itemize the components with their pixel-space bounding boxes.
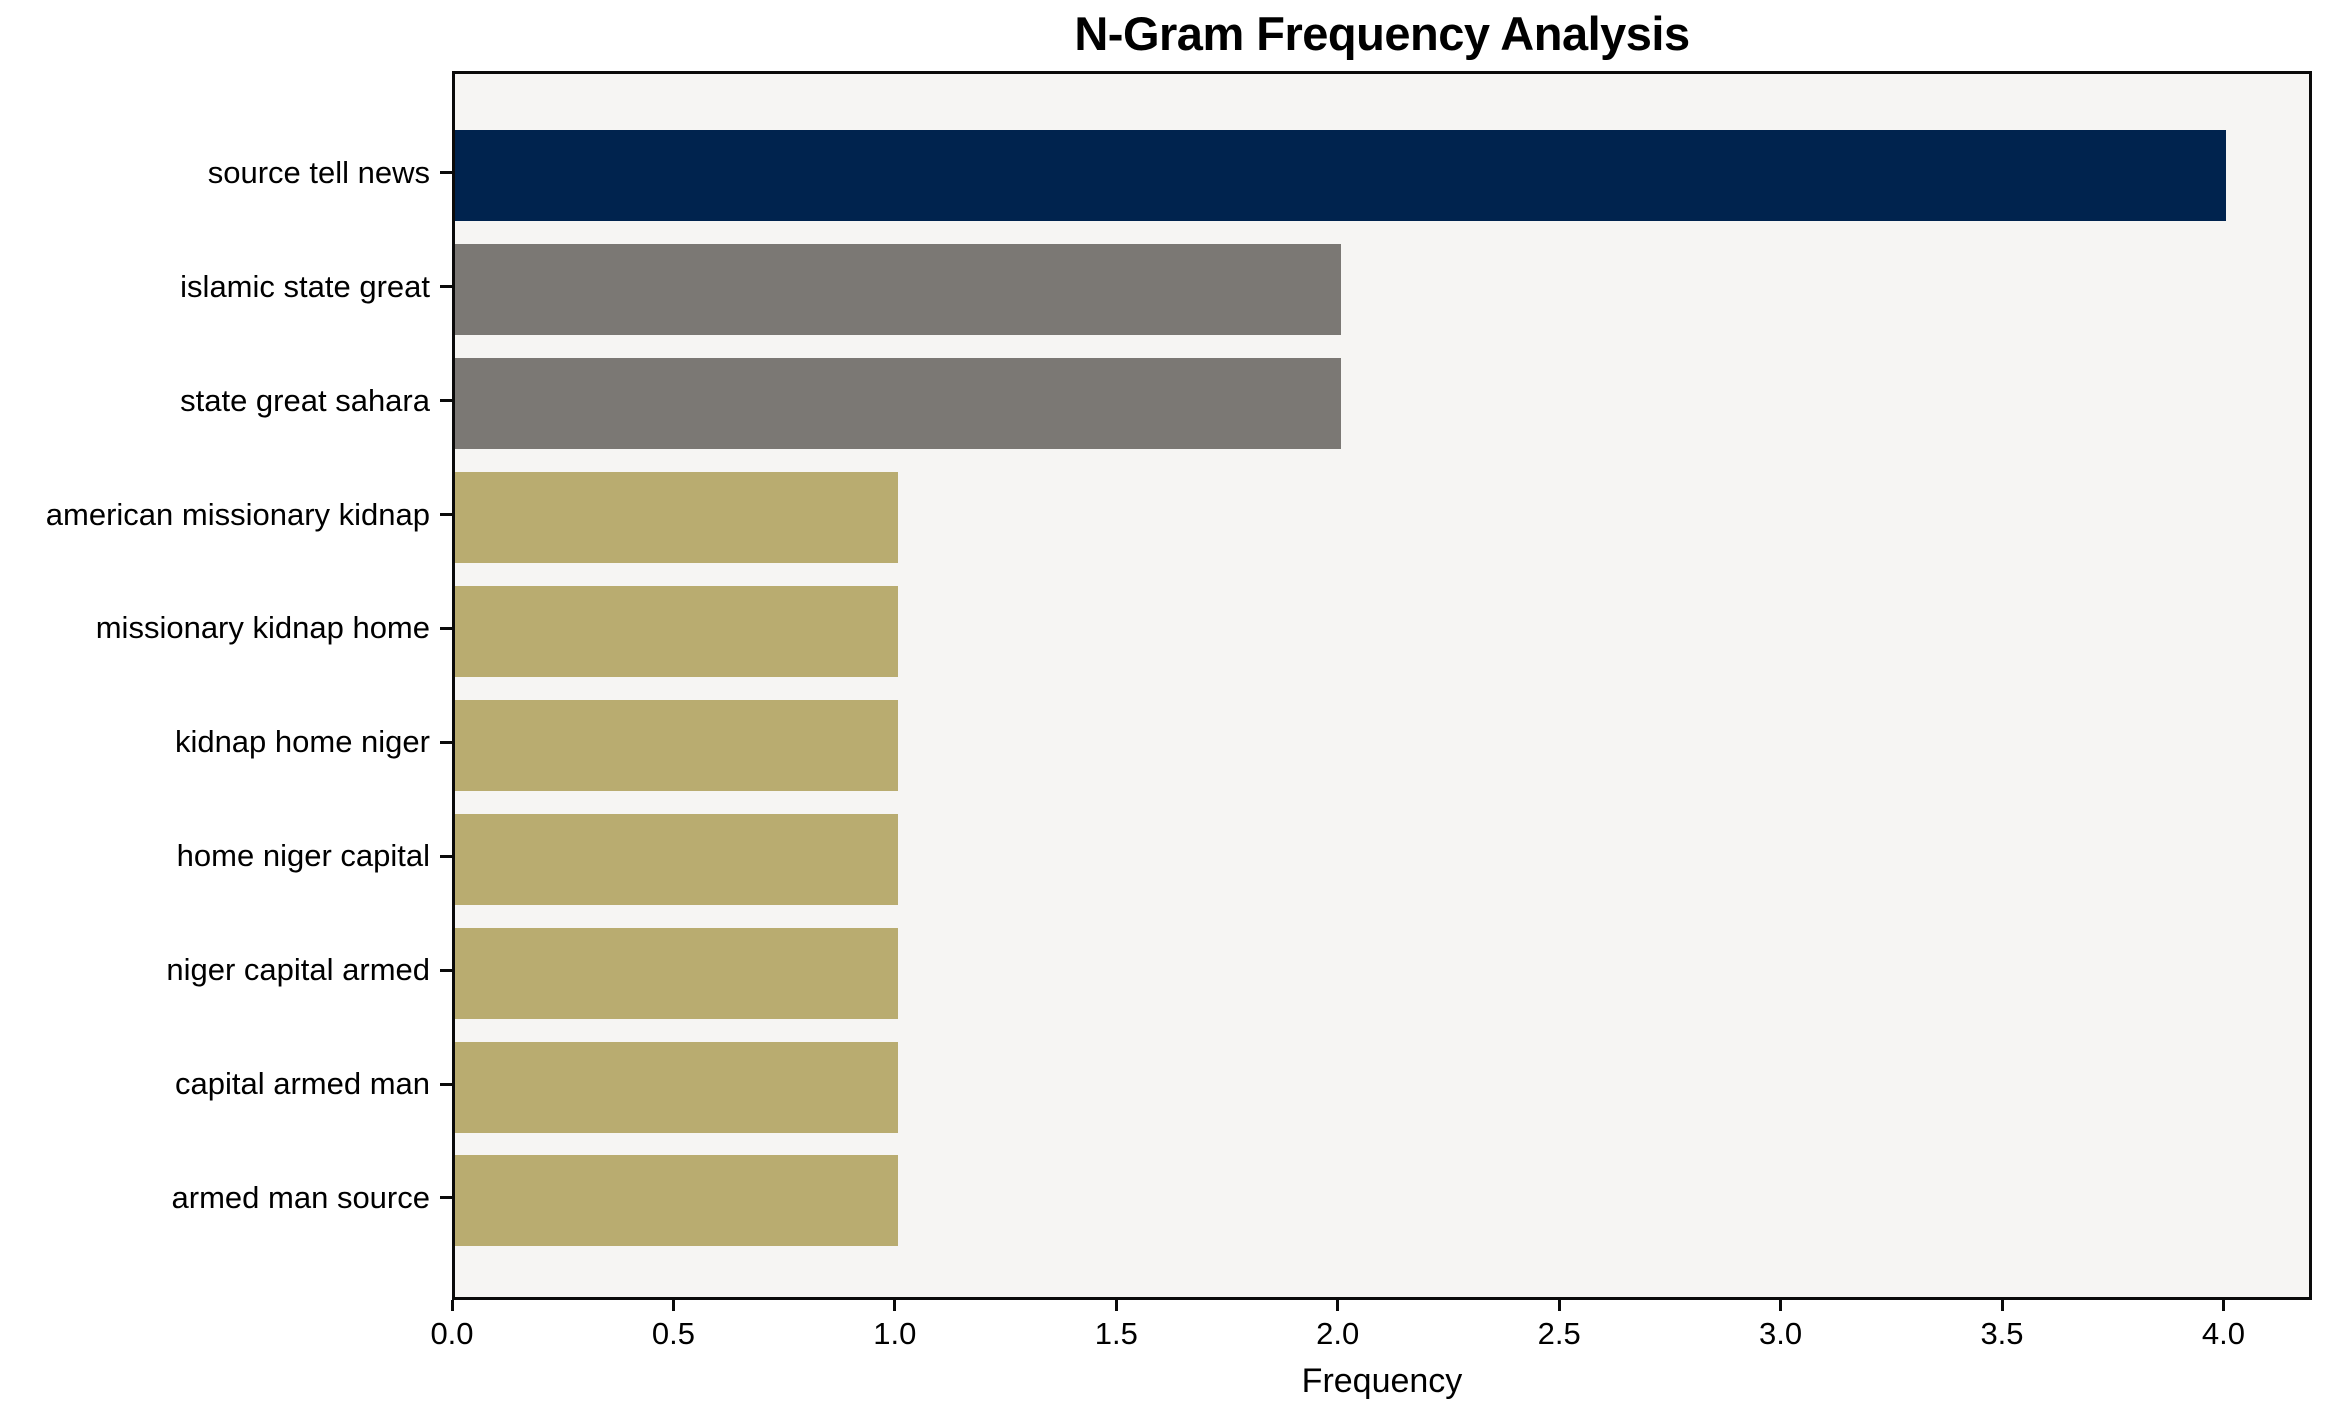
y-tick-mark: [440, 513, 452, 516]
y-tick-mark: [440, 1196, 452, 1200]
bar-missionary-kidnap-home: [455, 585, 898, 677]
y-tick-label: home niger capital: [176, 838, 430, 874]
y-tick-mark: [440, 854, 452, 858]
y-tick-label: capital armed man: [174, 1066, 430, 1101]
y-tick-mark: [440, 399, 452, 403]
plot-area: [452, 71, 2312, 1300]
bar-armed-man-source: [455, 1155, 898, 1247]
x-tick-label: 3.0: [1759, 1316, 1803, 1351]
y-tick-label: missionary kidnap home: [95, 610, 430, 646]
x-tick-mark: [2000, 1300, 2004, 1311]
x-tick-label: 2.0: [1316, 1316, 1360, 1351]
bar-american-missionary-kidnap: [455, 472, 898, 563]
x-tick-mark: [1779, 1300, 1783, 1311]
x-tick-label: 0.5: [651, 1316, 695, 1351]
y-tick-label: niger capital armed: [166, 952, 430, 988]
bar-home-niger-capital: [455, 813, 898, 905]
y-tick-mark: [440, 171, 452, 175]
chart-title: N-Gram Frequency Analysis: [1074, 7, 1690, 60]
x-tick-label: 1.5: [1094, 1316, 1138, 1351]
y-tick-label: islamic state great: [180, 268, 430, 304]
x-axis-label: Frequency: [1301, 1362, 1463, 1400]
x-tick-mark: [893, 1300, 897, 1311]
y-tick-mark: [440, 968, 452, 972]
y-tick-label: source tell news: [207, 154, 430, 190]
y-tick-mark: [440, 285, 452, 289]
y-tick-label: kidnap home niger: [174, 724, 430, 760]
y-tick-label: american missionary kidnap: [45, 496, 430, 532]
bar-state-great-sahara: [455, 358, 1341, 450]
y-tick-mark: [440, 740, 452, 744]
bar-niger-capital-armed: [455, 927, 898, 1019]
x-tick-label: 1.0: [873, 1316, 917, 1351]
x-tick-mark: [1557, 1300, 1561, 1311]
y-tick-mark: [440, 626, 452, 630]
bar-islamic-state-great: [455, 244, 1341, 336]
x-tick-mark: [1114, 1300, 1118, 1311]
bar-kidnap-home-niger: [455, 699, 898, 791]
y-tick-mark: [440, 1082, 452, 1086]
y-tick-label: state great sahara: [180, 382, 430, 418]
x-tick-label: 4.0: [2201, 1316, 2245, 1351]
x-tick-mark: [1336, 1300, 1340, 1311]
bar-capital-armed-man: [455, 1041, 898, 1133]
x-tick-label: 3.5: [1980, 1316, 2024, 1351]
x-tick-mark: [450, 1300, 454, 1311]
x-tick-mark: [671, 1300, 675, 1311]
x-tick-label: 2.5: [1537, 1316, 1581, 1351]
x-tick-label: 0.0: [430, 1316, 474, 1351]
y-tick-label: armed man source: [171, 1179, 430, 1215]
bar-source-tell-news: [455, 130, 2227, 222]
x-tick-mark: [2221, 1300, 2225, 1311]
